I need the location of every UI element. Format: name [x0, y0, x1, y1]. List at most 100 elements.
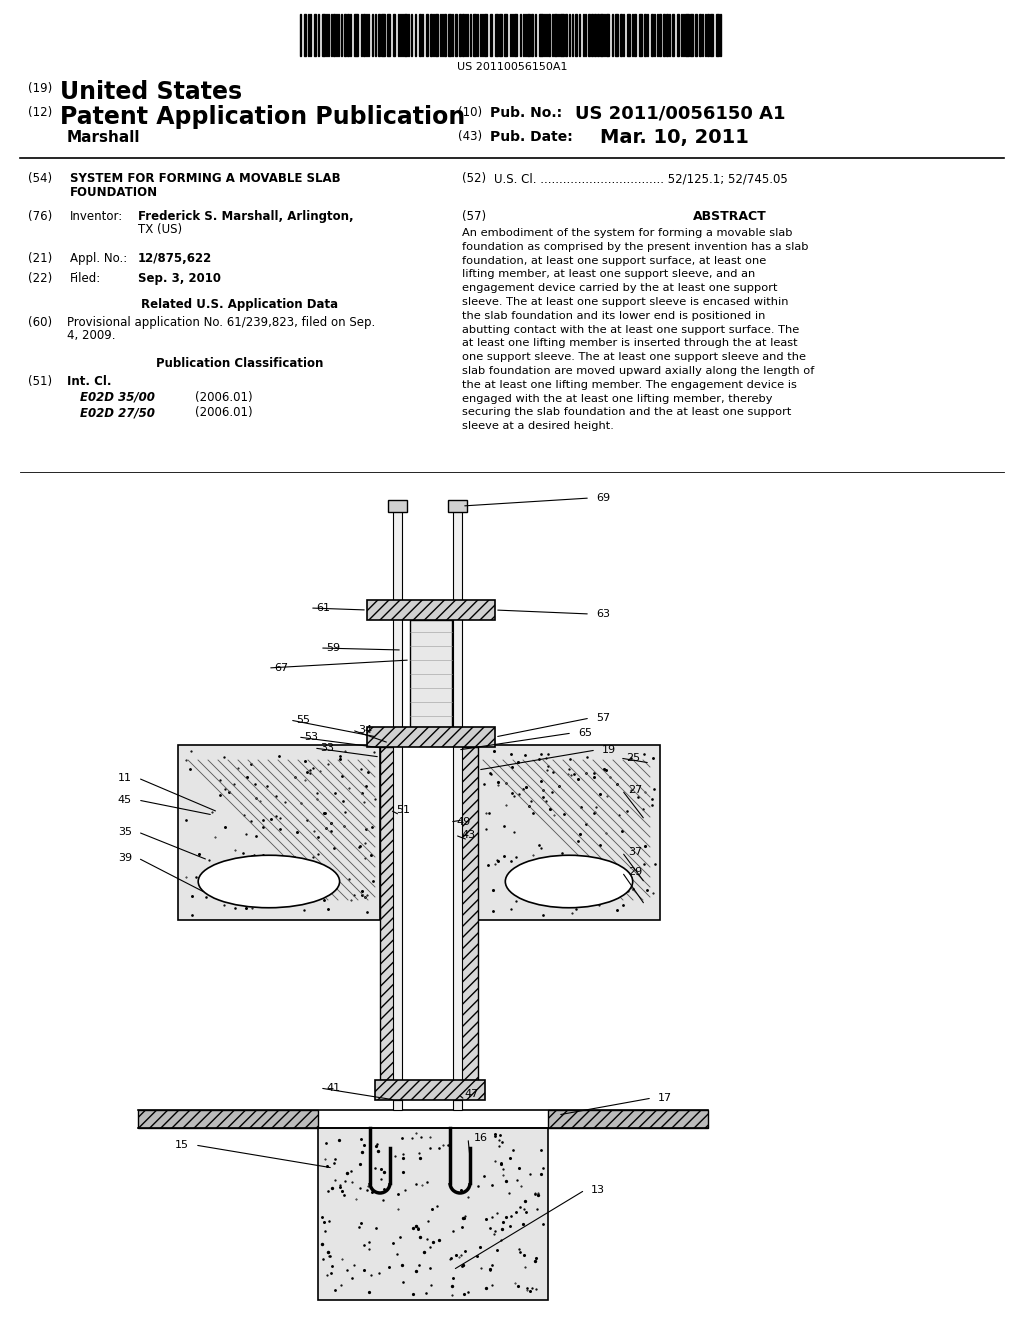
Bar: [685, 15, 689, 55]
Bar: [318, 1129, 548, 1300]
Text: 11: 11: [118, 774, 132, 783]
Text: U.S. Cl. ................................. 52/125.1; 52/745.05: U.S. Cl. ...............................…: [494, 172, 787, 185]
Ellipse shape: [199, 855, 340, 908]
Text: 65: 65: [578, 729, 592, 738]
Text: (43): (43): [458, 129, 482, 143]
Bar: [178, 744, 380, 920]
Text: 55: 55: [296, 715, 310, 725]
Text: 37: 37: [628, 847, 642, 857]
Text: (60): (60): [28, 315, 52, 329]
Text: (54): (54): [28, 172, 52, 185]
Bar: [690, 15, 693, 55]
Bar: [462, 15, 464, 55]
Bar: [539, 15, 543, 55]
Text: Sep. 3, 2010: Sep. 3, 2010: [138, 272, 221, 285]
Bar: [634, 15, 636, 55]
Bar: [410, 620, 452, 727]
Text: (2006.01): (2006.01): [195, 391, 253, 404]
Text: the at least one lifting member. The engagement device is: the at least one lifting member. The eng…: [462, 380, 797, 389]
Text: An embodiment of the system for forming a movable slab: An embodiment of the system for forming …: [462, 228, 793, 238]
Text: 67: 67: [274, 663, 288, 673]
Bar: [588, 15, 590, 55]
Bar: [444, 15, 446, 55]
Bar: [615, 15, 618, 55]
Text: (51): (51): [28, 375, 52, 388]
Text: 57: 57: [596, 713, 610, 723]
Bar: [354, 15, 358, 55]
Bar: [531, 15, 534, 55]
Text: 41: 41: [326, 1082, 340, 1093]
Bar: [375, 1080, 485, 1100]
Bar: [138, 1110, 318, 1129]
Text: (10): (10): [458, 106, 482, 119]
Bar: [594, 15, 596, 55]
Text: 15: 15: [175, 1140, 189, 1150]
Bar: [499, 15, 502, 55]
Text: Publication Classification: Publication Classification: [157, 356, 324, 370]
Text: lifting member, at least one support sleeve, and an: lifting member, at least one support sle…: [462, 269, 756, 280]
Text: (52): (52): [462, 172, 486, 185]
Bar: [597, 15, 599, 55]
Bar: [560, 15, 564, 55]
Bar: [565, 15, 567, 55]
Bar: [554, 15, 557, 55]
Bar: [710, 15, 713, 55]
Bar: [666, 15, 668, 55]
Bar: [651, 15, 653, 55]
Text: 45: 45: [118, 795, 132, 805]
Text: 43: 43: [461, 830, 475, 840]
Bar: [393, 1100, 402, 1110]
Bar: [627, 15, 630, 55]
Text: 61: 61: [316, 603, 330, 612]
Bar: [495, 15, 498, 55]
Text: Pub. No.:: Pub. No.:: [490, 106, 562, 120]
Bar: [591, 15, 593, 55]
Bar: [659, 15, 662, 55]
Text: 4, 2009.: 4, 2009.: [67, 329, 116, 342]
Bar: [484, 15, 487, 55]
Bar: [426, 15, 428, 55]
Bar: [458, 747, 478, 1080]
Text: (2006.01): (2006.01): [195, 407, 253, 418]
Text: US 20110056150A1: US 20110056150A1: [457, 62, 567, 73]
Text: sleeve at a desired height.: sleeve at a desired height.: [462, 421, 613, 432]
Bar: [548, 1110, 708, 1129]
Bar: [419, 15, 421, 55]
Text: (21): (21): [28, 252, 52, 265]
Text: United States: United States: [60, 81, 242, 104]
Text: Int. Cl.: Int. Cl.: [67, 375, 112, 388]
Text: 47: 47: [464, 1089, 478, 1100]
Text: FOUNDATION: FOUNDATION: [70, 186, 158, 199]
Bar: [490, 15, 492, 55]
Bar: [677, 15, 679, 55]
Bar: [381, 15, 385, 55]
Text: (57): (57): [462, 210, 486, 223]
Bar: [548, 15, 550, 55]
Text: ABSTRACT: ABSTRACT: [693, 210, 767, 223]
Text: 29: 29: [628, 867, 642, 876]
Text: Marshall: Marshall: [67, 129, 140, 145]
Bar: [695, 15, 697, 55]
Bar: [378, 15, 380, 55]
Text: (76): (76): [28, 210, 52, 223]
Text: 63: 63: [596, 609, 610, 619]
Text: at least one lifting member is inserted through the at least: at least one lifting member is inserted …: [462, 338, 798, 348]
Text: sleeve. The at least one support sleeve is encased within: sleeve. The at least one support sleeve …: [462, 297, 788, 308]
Text: E02D 35/00: E02D 35/00: [80, 391, 155, 404]
Text: US 2011/0056150 A1: US 2011/0056150 A1: [575, 104, 785, 121]
Bar: [449, 500, 467, 512]
Text: 53: 53: [304, 733, 318, 742]
Bar: [453, 510, 462, 1100]
Text: Filed:: Filed:: [70, 272, 101, 285]
Text: TX (US): TX (US): [138, 223, 182, 236]
Text: (12): (12): [28, 106, 52, 119]
Bar: [449, 15, 451, 55]
Bar: [367, 727, 495, 747]
Text: Mar. 10, 2011: Mar. 10, 2011: [600, 128, 749, 147]
Bar: [387, 15, 390, 55]
Text: Provisional application No. 61/239,823, filed on Sep.: Provisional application No. 61/239,823, …: [67, 315, 375, 329]
Bar: [620, 15, 622, 55]
Text: Frederick S. Marshall, Arlington,: Frederick S. Marshall, Arlington,: [138, 210, 353, 223]
Text: (22): (22): [28, 272, 52, 285]
Bar: [606, 15, 609, 55]
